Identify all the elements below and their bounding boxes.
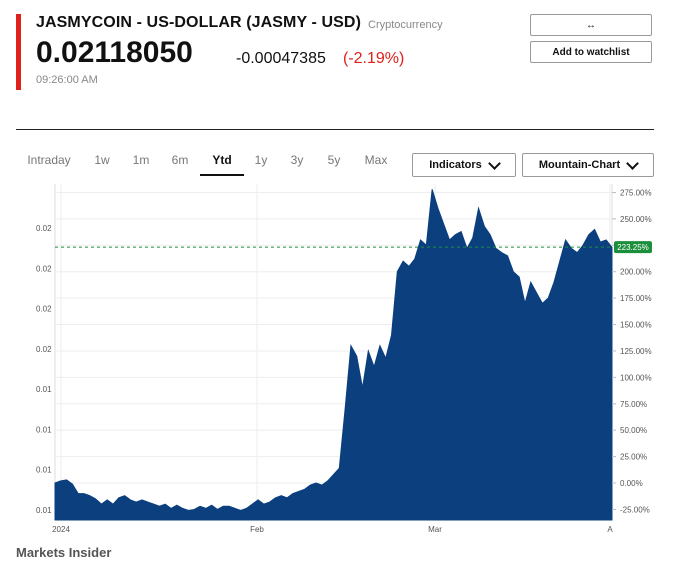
current-value-label: 223.25%: [617, 243, 649, 252]
tab-max[interactable]: Max: [364, 153, 388, 167]
price-change: -0.00047385: [236, 50, 326, 67]
left-axis-label: 0.01: [36, 506, 52, 515]
right-axis-label: 275.00%: [620, 188, 652, 197]
source-attribution: Markets Insider: [16, 545, 112, 560]
add-to-watchlist-button[interactable]: Add to watchlist: [530, 41, 652, 63]
indicators-label: Indicators: [429, 159, 482, 171]
left-axis-label: 0.02: [36, 305, 52, 314]
left-axis-label: 0.02: [36, 345, 52, 354]
right-axis-label: 0.00%: [620, 479, 643, 488]
right-axis-label: 50.00%: [620, 426, 647, 435]
price-chart[interactable]: 275.00%250.00%225.00%200.00%175.00%150.0…: [0, 180, 678, 542]
chart-type-label: Mountain-Chart: [538, 159, 621, 171]
right-axis-label: 150.00%: [620, 321, 652, 330]
right-axis-label: -25.00%: [620, 505, 650, 514]
tab-5y[interactable]: 5y: [327, 153, 341, 167]
current-value-badge: [614, 241, 652, 254]
quote-time: 09:26:00 AM: [36, 74, 98, 86]
price-area-series: [54, 189, 613, 521]
tab-1y[interactable]: 1y: [254, 153, 268, 167]
accent-bar: [16, 14, 21, 90]
right-axis-label: 25.00%: [620, 453, 647, 462]
chevron-down-icon: [487, 156, 501, 170]
left-axis-label: 0.01: [36, 385, 52, 394]
price-change-percent: (-2.19%): [343, 50, 405, 67]
tab-3y[interactable]: 3y: [290, 153, 304, 167]
right-axis-label: 250.00%: [620, 215, 652, 224]
right-axis-label: 175.00%: [620, 294, 652, 303]
tab-ytd[interactable]: Ytd: [200, 148, 244, 176]
range-tabs: Intraday 1w 1m 6m Ytd 1y 3y 5y Max: [16, 148, 400, 176]
tab-1m[interactable]: 1m: [132, 153, 150, 167]
indicators-dropdown[interactable]: Indicators: [412, 153, 516, 177]
left-axis-label: 0.02: [36, 264, 52, 273]
instrument-title: JASMYCOIN - US-DOLLAR (JASMY - USD): [36, 14, 361, 31]
right-axis-label: 200.00%: [620, 268, 652, 277]
left-axis-label: 0.01: [36, 466, 52, 475]
tab-6m[interactable]: 6m: [171, 153, 189, 167]
x-axis-label: A: [607, 525, 613, 534]
left-axis-label: 0.01: [36, 425, 52, 434]
current-price: 0.02118050: [36, 36, 193, 69]
right-axis-label: 75.00%: [620, 400, 647, 409]
chevron-down-icon: [626, 156, 639, 170]
right-axis-label: 125.00%: [620, 347, 652, 356]
tab-intraday[interactable]: Intraday: [27, 153, 71, 167]
instrument-category: Cryptocurrency: [368, 19, 443, 31]
left-axis-label: 0.02: [36, 224, 52, 233]
right-axis-label: 100.00%: [620, 373, 652, 382]
x-axis-label: Mar: [428, 525, 442, 534]
x-axis-label: Feb: [250, 525, 264, 534]
header-divider: [16, 129, 654, 130]
tab-1w[interactable]: 1w: [94, 153, 110, 167]
x-axis-label: 2024: [52, 525, 70, 534]
compare-button[interactable]: ↔: [530, 14, 652, 36]
chart-type-dropdown[interactable]: Mountain-Chart: [522, 153, 654, 177]
